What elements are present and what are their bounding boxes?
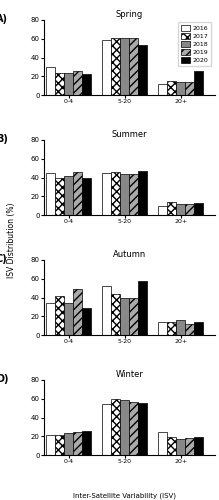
Bar [129, 174, 138, 215]
Bar [120, 174, 129, 215]
Bar [167, 202, 176, 215]
Bar [138, 402, 147, 455]
Bar [55, 72, 64, 95]
Bar [129, 402, 138, 455]
Bar [73, 289, 82, 335]
Bar [73, 172, 82, 215]
Bar [102, 40, 111, 95]
Bar [185, 204, 194, 215]
Title: Winter: Winter [115, 370, 143, 379]
Legend: 2016, 2017, 2018, 2019, 2020: 2016, 2017, 2018, 2019, 2020 [178, 22, 212, 66]
Bar [138, 46, 147, 95]
Bar [159, 84, 167, 95]
Bar [46, 67, 55, 95]
Title: Autumn: Autumn [113, 250, 146, 259]
Bar [82, 178, 91, 215]
Bar [194, 70, 203, 95]
Bar [55, 178, 64, 215]
Bar [176, 320, 185, 335]
Bar [159, 432, 167, 455]
Bar [82, 74, 91, 95]
Bar [111, 399, 120, 455]
Bar [64, 432, 73, 455]
Bar [120, 298, 129, 335]
Bar [129, 38, 138, 95]
Bar [185, 324, 194, 335]
Bar [82, 308, 91, 335]
Bar [46, 436, 55, 455]
Bar [120, 400, 129, 455]
Text: B): B) [0, 134, 8, 144]
Bar [194, 437, 203, 455]
Bar [194, 203, 203, 215]
Bar [64, 303, 73, 335]
Bar [167, 437, 176, 455]
Bar [46, 303, 55, 335]
Bar [176, 82, 185, 95]
Bar [102, 404, 111, 455]
Bar [167, 322, 176, 335]
Bar [102, 173, 111, 215]
Bar [176, 204, 185, 215]
Bar [185, 438, 194, 455]
Text: Inter-Satellite Variability (ISV): Inter-Satellite Variability (ISV) [73, 492, 176, 499]
Bar [138, 280, 147, 335]
Bar [138, 171, 147, 215]
Text: ISV Distribution (%): ISV Distribution (%) [7, 202, 16, 278]
Bar [55, 436, 64, 455]
Bar [159, 206, 167, 215]
Bar [73, 70, 82, 95]
Bar [111, 38, 120, 95]
Bar [82, 430, 91, 455]
Bar [159, 322, 167, 335]
Bar [185, 82, 194, 95]
Bar [111, 294, 120, 335]
Bar [64, 176, 73, 215]
Bar [102, 286, 111, 335]
Text: A): A) [0, 14, 8, 24]
Bar [55, 296, 64, 335]
Text: D): D) [0, 374, 9, 384]
Title: Summer: Summer [111, 130, 147, 139]
Bar [194, 322, 203, 335]
Bar [129, 298, 138, 335]
Bar [111, 172, 120, 215]
Bar [64, 72, 73, 95]
Bar [167, 81, 176, 95]
Text: C): C) [0, 254, 8, 264]
Bar [176, 439, 185, 455]
Bar [120, 38, 129, 95]
Title: Spring: Spring [116, 10, 143, 19]
Bar [73, 432, 82, 455]
Bar [46, 173, 55, 215]
